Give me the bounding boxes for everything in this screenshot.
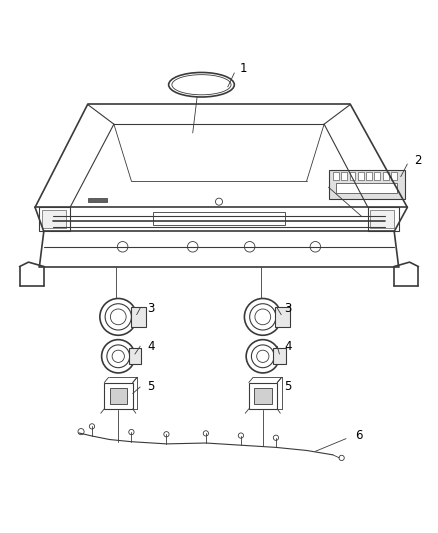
FancyBboxPatch shape — [374, 172, 380, 180]
FancyBboxPatch shape — [341, 172, 347, 180]
FancyBboxPatch shape — [368, 207, 399, 231]
FancyBboxPatch shape — [104, 383, 133, 409]
Text: 1: 1 — [239, 62, 247, 75]
FancyBboxPatch shape — [88, 198, 107, 201]
FancyBboxPatch shape — [366, 172, 372, 180]
Text: 2: 2 — [414, 154, 422, 167]
FancyBboxPatch shape — [333, 172, 339, 180]
Text: 6: 6 — [355, 429, 363, 442]
Text: 3: 3 — [285, 302, 292, 314]
FancyBboxPatch shape — [391, 172, 397, 180]
Text: 5: 5 — [285, 381, 292, 393]
FancyBboxPatch shape — [275, 307, 290, 327]
Text: 5: 5 — [148, 381, 155, 393]
FancyBboxPatch shape — [370, 209, 394, 228]
FancyBboxPatch shape — [383, 172, 389, 180]
FancyBboxPatch shape — [153, 212, 285, 225]
FancyBboxPatch shape — [129, 349, 141, 364]
FancyBboxPatch shape — [254, 388, 272, 403]
FancyBboxPatch shape — [42, 209, 66, 228]
FancyBboxPatch shape — [336, 183, 397, 193]
Text: 4: 4 — [147, 340, 155, 353]
Text: 4: 4 — [284, 340, 292, 353]
FancyBboxPatch shape — [110, 388, 127, 403]
FancyBboxPatch shape — [39, 207, 70, 231]
FancyBboxPatch shape — [328, 170, 405, 199]
Text: 3: 3 — [148, 302, 155, 314]
FancyBboxPatch shape — [249, 383, 277, 409]
FancyBboxPatch shape — [358, 172, 364, 180]
FancyBboxPatch shape — [131, 307, 146, 327]
FancyBboxPatch shape — [350, 172, 355, 180]
FancyBboxPatch shape — [273, 349, 286, 364]
